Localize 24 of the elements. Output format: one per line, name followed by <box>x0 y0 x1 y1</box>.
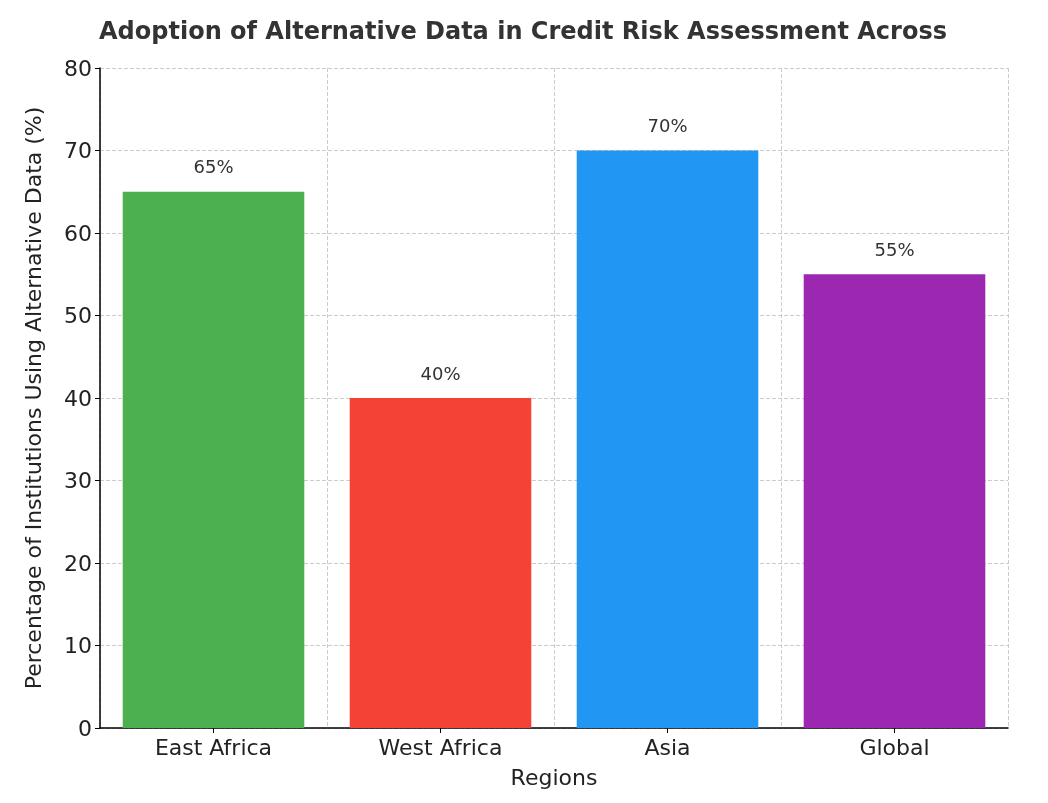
y-tick-label: 0 <box>78 715 92 741</box>
y-tick-label: 70 <box>64 138 92 163</box>
y-tick-label: 20 <box>64 550 92 576</box>
bar <box>349 398 532 728</box>
y-tick-label: 50 <box>64 303 92 328</box>
data-label: 65% <box>193 156 234 178</box>
chart-title: Adoption of Alternative Data in Credit Risk Assessment Across <box>99 17 947 45</box>
y-axis-title: Percentage of Institutions Using Alternative Data (%) <box>20 106 46 690</box>
bar <box>803 274 986 728</box>
bar <box>122 191 305 728</box>
x-tick-label: Global <box>859 734 930 760</box>
y-tick-label: 10 <box>64 633 92 658</box>
y-tick-label: 60 <box>64 220 92 246</box>
x-tick-label: West Africa <box>378 734 503 760</box>
data-label: 70% <box>647 115 688 136</box>
data-label: 40% <box>420 362 461 384</box>
data-label: 55% <box>874 238 915 260</box>
y-tick-label: 80 <box>64 55 92 81</box>
bar <box>576 150 759 728</box>
x-axis-title: Regions <box>510 764 598 790</box>
y-tick-label: 40 <box>64 385 92 411</box>
x-tick-label: Asia <box>644 734 691 760</box>
x-tick-label: East Africa <box>154 734 273 760</box>
y-tick-label: 30 <box>64 468 92 493</box>
